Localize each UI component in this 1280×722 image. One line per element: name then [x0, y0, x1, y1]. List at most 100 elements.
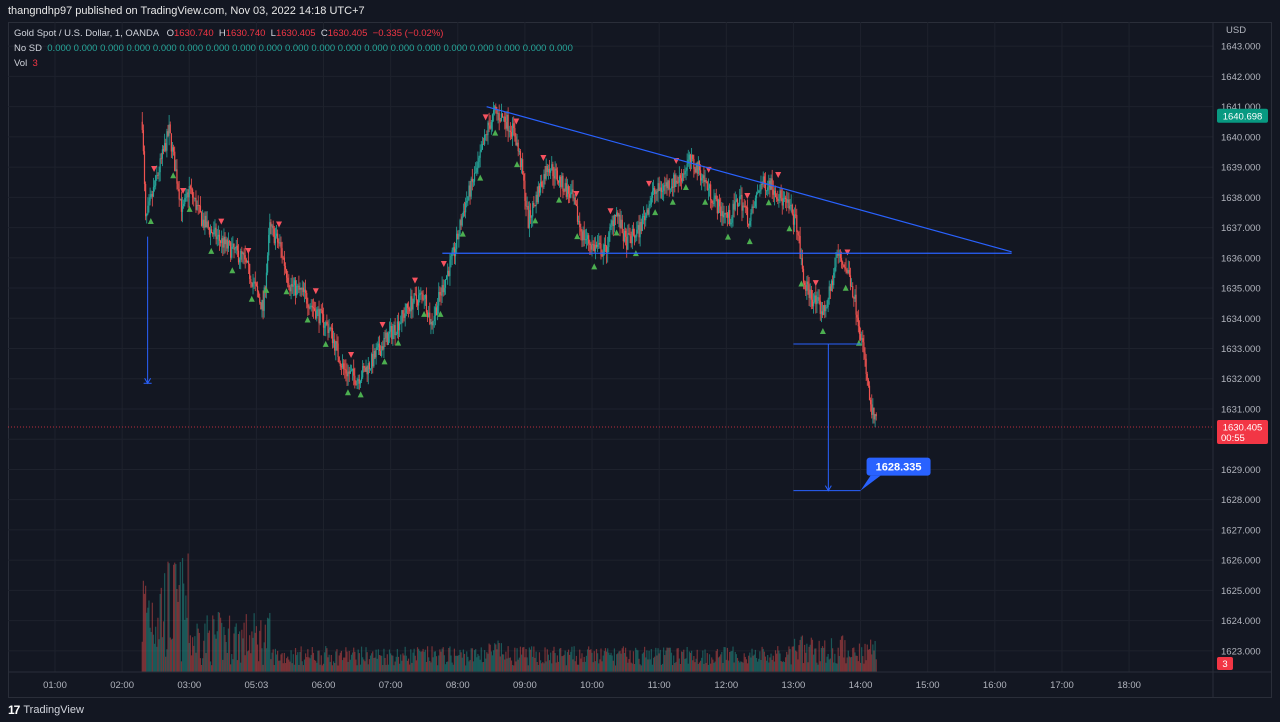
candle-body: [414, 293, 416, 295]
candle-body: [632, 228, 635, 236]
candle-body: [294, 280, 297, 296]
volume-bar: [315, 660, 317, 672]
volume-bar: [471, 648, 473, 672]
candle-body: [160, 158, 162, 160]
volume-bar: [560, 647, 562, 672]
candle-body: [241, 251, 243, 254]
volume-bar: [445, 661, 448, 672]
candle-body: [475, 172, 477, 174]
candle-body: [290, 283, 292, 292]
volume-bar: [838, 656, 840, 672]
candle-body: [668, 180, 670, 190]
volume-bar: [745, 659, 748, 672]
volume-bar: [143, 593, 146, 672]
volume-bar: [200, 664, 203, 672]
volume-bar: [401, 660, 403, 672]
time-tick-label: 14:00: [849, 680, 873, 691]
candle-body: [745, 206, 748, 208]
candle-body: [366, 366, 368, 375]
volume-bar: [366, 652, 368, 672]
volume-bar: [242, 638, 244, 672]
time-tick-label: 15:00: [916, 680, 940, 691]
candle-body: [293, 280, 296, 286]
volume-bar: [339, 652, 341, 672]
candle-body: [495, 106, 497, 110]
candle-body: [857, 317, 859, 327]
volume-bar: [151, 602, 153, 672]
candle-body: [181, 206, 184, 212]
volume-bar: [578, 664, 580, 672]
buy-marker-icon: [304, 316, 311, 323]
price-axis[interactable]: USD 1643.000 1642.000 1641.000 1640.000 1639.…: [1212, 22, 1261, 698]
volume-bar: [388, 649, 391, 672]
candle-body: [497, 113, 499, 114]
buy-marker-icon: [682, 184, 689, 191]
buy-marker-icon: [765, 199, 772, 206]
candle-body: [713, 198, 715, 204]
candle-body: [854, 294, 856, 299]
candle-body: [759, 190, 761, 192]
price-tick-label: 1642.000: [1221, 72, 1261, 83]
candle-body: [840, 258, 843, 262]
time-tick-label: 01:00: [43, 680, 67, 691]
volume-bar: [551, 663, 553, 672]
candle-body: [838, 253, 840, 256]
volume-bar: [701, 657, 703, 672]
candle-body: [218, 234, 221, 241]
legend-vol-label[interactable]: Vol: [14, 58, 28, 69]
measure-arrow-icon: [824, 485, 832, 492]
volume-bar: [253, 613, 255, 672]
volume-bar: [419, 650, 421, 672]
volume-bar: [702, 650, 704, 672]
candle-body: [773, 190, 776, 195]
candle-body: [363, 366, 365, 368]
currency-label: USD: [1226, 25, 1246, 36]
buy-marker-icon: [591, 263, 598, 270]
candle-body: [430, 321, 432, 325]
price-chart[interactable]: 1628.335 USD1643.0001642.0001641.0001640…: [8, 22, 1272, 698]
volume-bar: [575, 655, 577, 672]
candle-body: [170, 133, 172, 152]
volume-bar: [525, 648, 527, 672]
candle-body: [560, 176, 562, 187]
volume-bar: [864, 643, 866, 672]
legend-sd-label[interactable]: No SD: [14, 43, 42, 54]
candle-body: [783, 197, 786, 199]
volume-bar: [391, 655, 393, 672]
volume-bar: [764, 656, 767, 672]
volume-bar: [844, 640, 846, 672]
volume-bar: [590, 649, 592, 672]
volume-bar: [836, 663, 838, 672]
volume-bar: [403, 655, 405, 672]
volume-bar: [611, 655, 613, 672]
candle-body: [402, 310, 404, 314]
candle-body: [793, 214, 796, 225]
volume-bar: [875, 659, 877, 672]
candle-body: [459, 220, 461, 235]
candle-body: [260, 302, 262, 310]
volume-bar: [733, 662, 735, 672]
volume-bar: [482, 661, 485, 672]
volume-bar: [630, 662, 632, 672]
legend-symbol[interactable]: Gold Spot / U.S. Dollar, 1, OANDA: [14, 28, 159, 39]
tradingview-brand[interactable]: 17 TradingView: [8, 698, 84, 722]
volume-bar: [744, 656, 746, 672]
volume-bar: [301, 661, 303, 672]
time-tick-label: 06:00: [312, 680, 336, 691]
volume-bar: [723, 647, 725, 672]
candle-body: [331, 328, 334, 344]
volume-bar: [750, 657, 752, 672]
candle-body: [638, 225, 640, 238]
candle-body: [245, 259, 247, 263]
legend-vol-row: Vol 3: [14, 56, 573, 71]
candle-body: [371, 354, 373, 369]
candle-body: [316, 309, 318, 319]
volume-bar: [823, 647, 825, 672]
candle-body: [441, 285, 443, 296]
volume-bar: [679, 664, 682, 672]
volume-bar: [739, 662, 741, 672]
candle-body: [297, 285, 299, 287]
volume-bar: [476, 657, 478, 672]
candle-body: [412, 302, 414, 310]
time-axis[interactable]: 01:00 02:00 03:00 05:03 06:00 07:00 08:00 09:00…: [8, 671, 1272, 691]
